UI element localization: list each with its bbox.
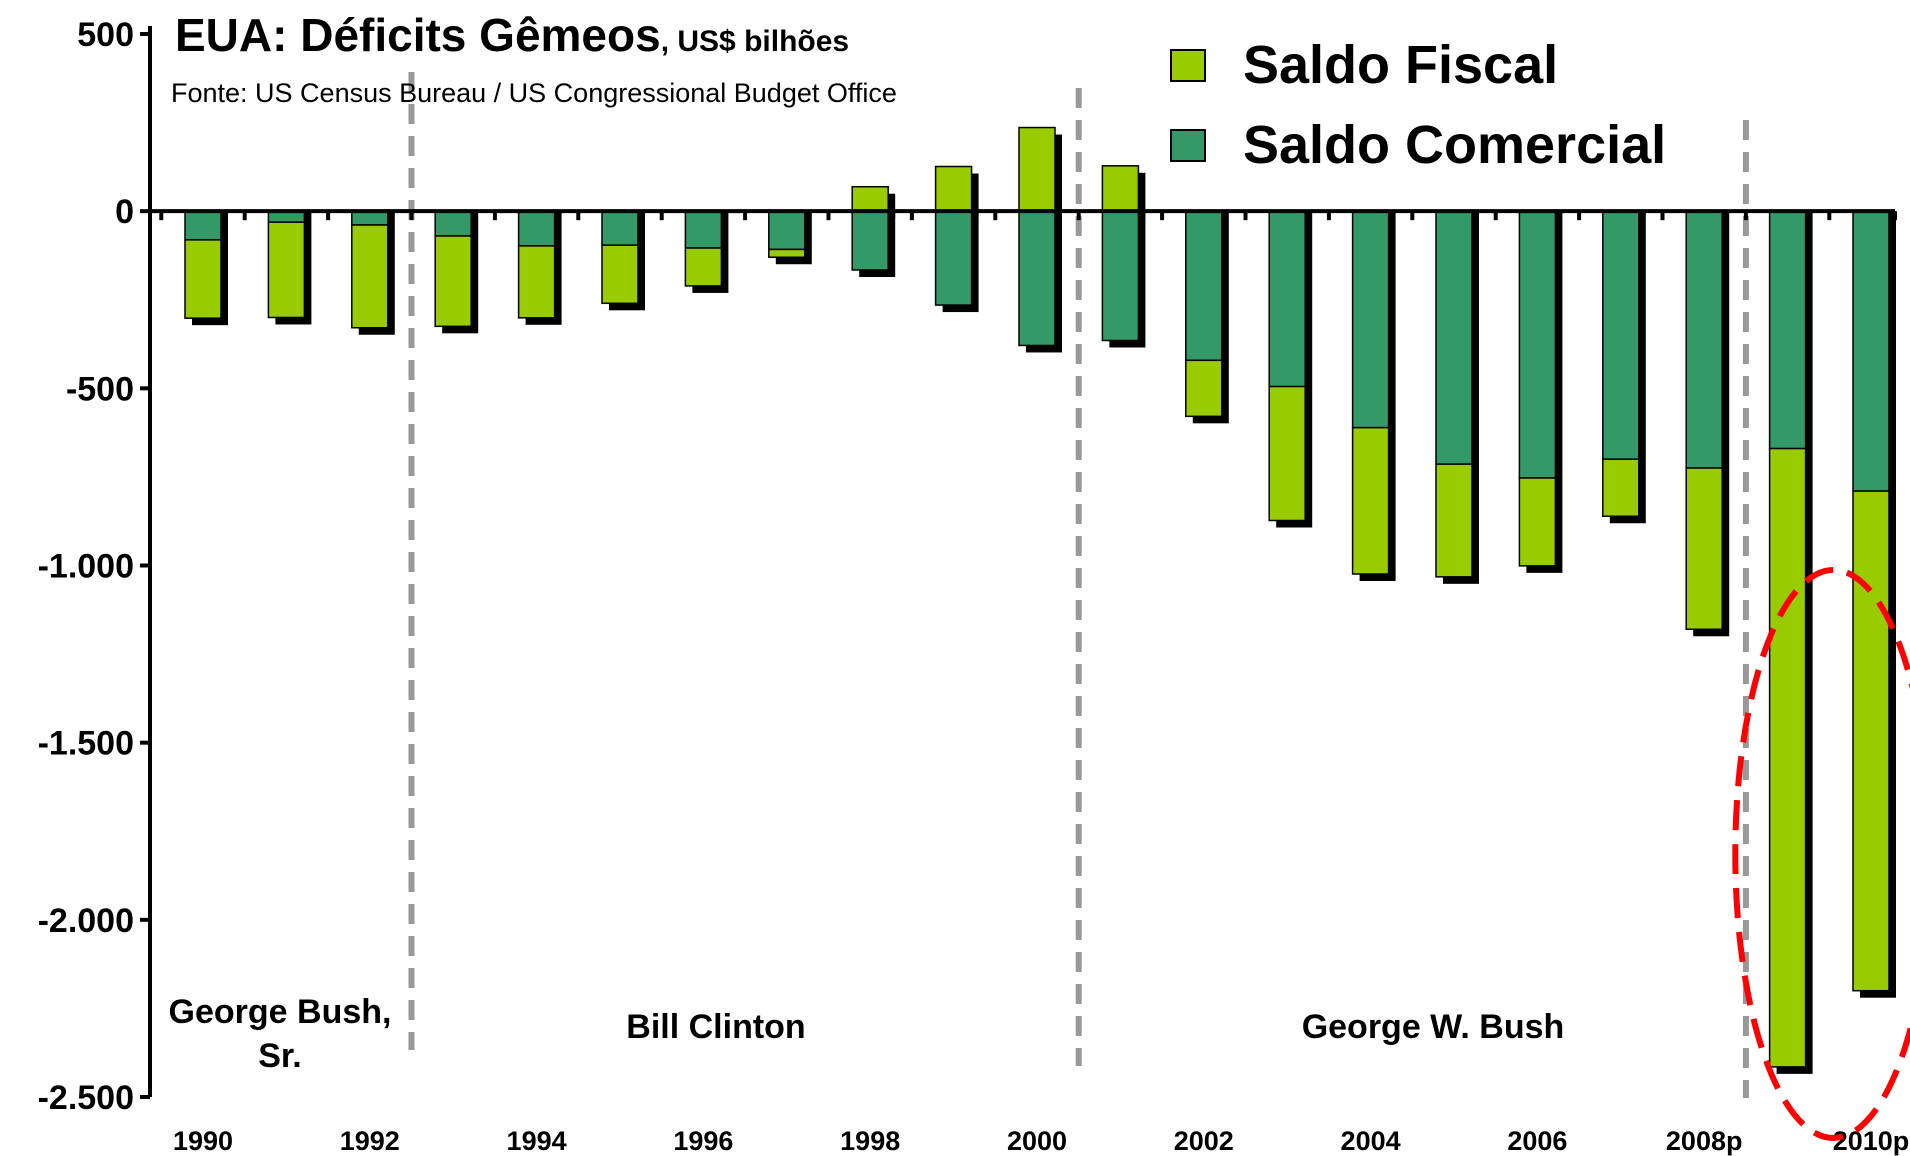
bar-saldo-comercial-1993 [434, 210, 472, 237]
bar-saldo-comercial-1998 [851, 210, 889, 271]
x-tick-label-2010p: 2010p [1833, 1126, 1910, 1156]
y-tick-label-5: -2.000 [38, 902, 134, 940]
bar-saldo-comercial-1995 [601, 210, 639, 246]
bar-saldo-fiscal-2002 [1185, 359, 1223, 418]
x-tick-labels: 1990 1992 1994 1996 1998 2000 2002 2004 2006 2008… [173, 1126, 1909, 1156]
bar-saldo-fiscal-1995 [601, 244, 639, 305]
legend-swatch-saldo-fiscal [1170, 48, 1206, 82]
x-tick-label-1992: 1992 [340, 1126, 400, 1156]
axes-layer [140, 26, 1897, 1099]
x-tick-label-1990: 1990 [173, 1126, 233, 1156]
bar-saldo-fiscal-1992 [351, 224, 389, 329]
x-tick-label-2002: 2002 [1174, 1126, 1234, 1156]
bar-saldo-comercial-1994 [517, 210, 556, 247]
chart-source: Fonte: US Census Bureau / US Congression… [171, 78, 897, 108]
period-label-2: George W. Bush [1302, 1008, 1565, 1046]
bar-saldo-comercial-2001 [1101, 210, 1140, 342]
bar-saldo-fiscal-1993 [434, 235, 472, 328]
bar-saldo-comercial-2006 [1518, 210, 1557, 479]
bar-saldo-comercial-1999 [934, 210, 973, 306]
legend-item-saldo-comercial: Saldo Comercial [1170, 114, 1666, 176]
bar-saldo-comercial-2004 [1351, 210, 1390, 429]
bar-saldo-comercial-2005 [1435, 210, 1473, 465]
x-tick-label-1996: 1996 [673, 1126, 733, 1156]
y-tick-labels: 500 0 -500 -1.000 -1.500 -2.000 -2.500 [38, 16, 134, 1117]
y-tick-label-2: -500 [66, 370, 134, 408]
bar-saldo-fiscal-1994 [517, 245, 556, 319]
bar-saldo-fiscal-2005 [1435, 463, 1473, 578]
bar-saldo-comercial-1997 [768, 210, 806, 251]
bar-saldo-fiscal-1998 [851, 185, 889, 212]
bar-saldo-fiscal-2003 [1268, 385, 1306, 522]
bars-layer [184, 126, 1896, 1074]
x-tick-label-2004: 2004 [1341, 1126, 1401, 1156]
bar-saldo-fiscal-2006 [1518, 477, 1557, 567]
x-tick-label-2000: 2000 [1007, 1126, 1067, 1156]
y-tick-label-1: 0 [115, 193, 134, 231]
x-tick-label-2008p: 2008p [1666, 1126, 1743, 1156]
period-label-0-line2: Sr. [258, 1037, 301, 1075]
bar-saldo-fiscal-2004 [1351, 426, 1390, 575]
chart-title: EUA: Déficits Gêmeos, US$ bilhões [175, 8, 849, 62]
bar-saldo-comercial-1996 [684, 210, 723, 249]
legend-swatch-saldo-comercial [1170, 128, 1206, 162]
chart-title-unit: , US$ bilhões [660, 25, 850, 58]
bar-saldo-fiscal-2001 [1101, 165, 1140, 212]
chart-title-text: EUA: Déficits Gêmeos [175, 9, 661, 61]
bar-saldo-fiscal-1996 [684, 247, 723, 287]
legend-item-saldo-fiscal: Saldo Fiscal [1170, 34, 1558, 96]
bar-saldo-fiscal-2007 [1602, 458, 1640, 517]
bar-saldo-comercial-2003 [1268, 210, 1306, 388]
x-tick-label-1998: 1998 [840, 1126, 900, 1156]
highlight-ellipse [1732, 567, 1910, 1141]
bar-saldo-comercial-1990 [184, 210, 222, 241]
bar-saldo-fiscal-1991 [267, 221, 306, 319]
legend-label-saldo-comercial: Saldo Comercial [1243, 115, 1667, 175]
bar-saldo-comercial-2007 [1602, 210, 1640, 460]
y-tick-label-4: -1.500 [38, 725, 134, 763]
bar-saldo-fiscal-2008p [1685, 467, 1723, 631]
bar-saldo-comercial-2008p [1685, 210, 1723, 469]
bar-saldo-fiscal-2010p [1852, 490, 1890, 992]
bar-saldo-comercial-2010p [1852, 210, 1890, 492]
bar-saldo-fiscal-1990 [184, 239, 222, 319]
period-label-0: George Bush, [169, 993, 392, 1031]
y-tick-label-3: -1.000 [38, 548, 134, 586]
bar-saldo-fiscal-2009p [1768, 447, 1807, 1068]
period-dividers [408, 72, 1749, 1098]
bar-saldo-fiscal-1999 [934, 165, 973, 212]
period-labels: George Bush, Sr. Bill Clinton George W. Bus… [169, 993, 1565, 1075]
legend-label-saldo-fiscal: Saldo Fiscal [1243, 35, 1559, 95]
period-label-1: Bill Clinton [626, 1008, 805, 1046]
bar-saldo-fiscal-1997 [768, 248, 806, 258]
bar-saldo-comercial-2009p [1768, 210, 1807, 450]
highlight-layer [1732, 567, 1910, 1141]
y-tick-label-0: 500 [77, 16, 134, 54]
bar-saldo-comercial-1992 [351, 210, 389, 226]
bar-saldo-comercial-2000 [1018, 210, 1056, 347]
x-tick-label-2006: 2006 [1507, 1126, 1567, 1156]
y-tick-label-6: -2.500 [38, 1079, 134, 1117]
x-tick-label-1994: 1994 [507, 1126, 567, 1156]
bar-saldo-comercial-2002 [1185, 210, 1223, 362]
bar-saldo-fiscal-2000 [1018, 126, 1056, 212]
